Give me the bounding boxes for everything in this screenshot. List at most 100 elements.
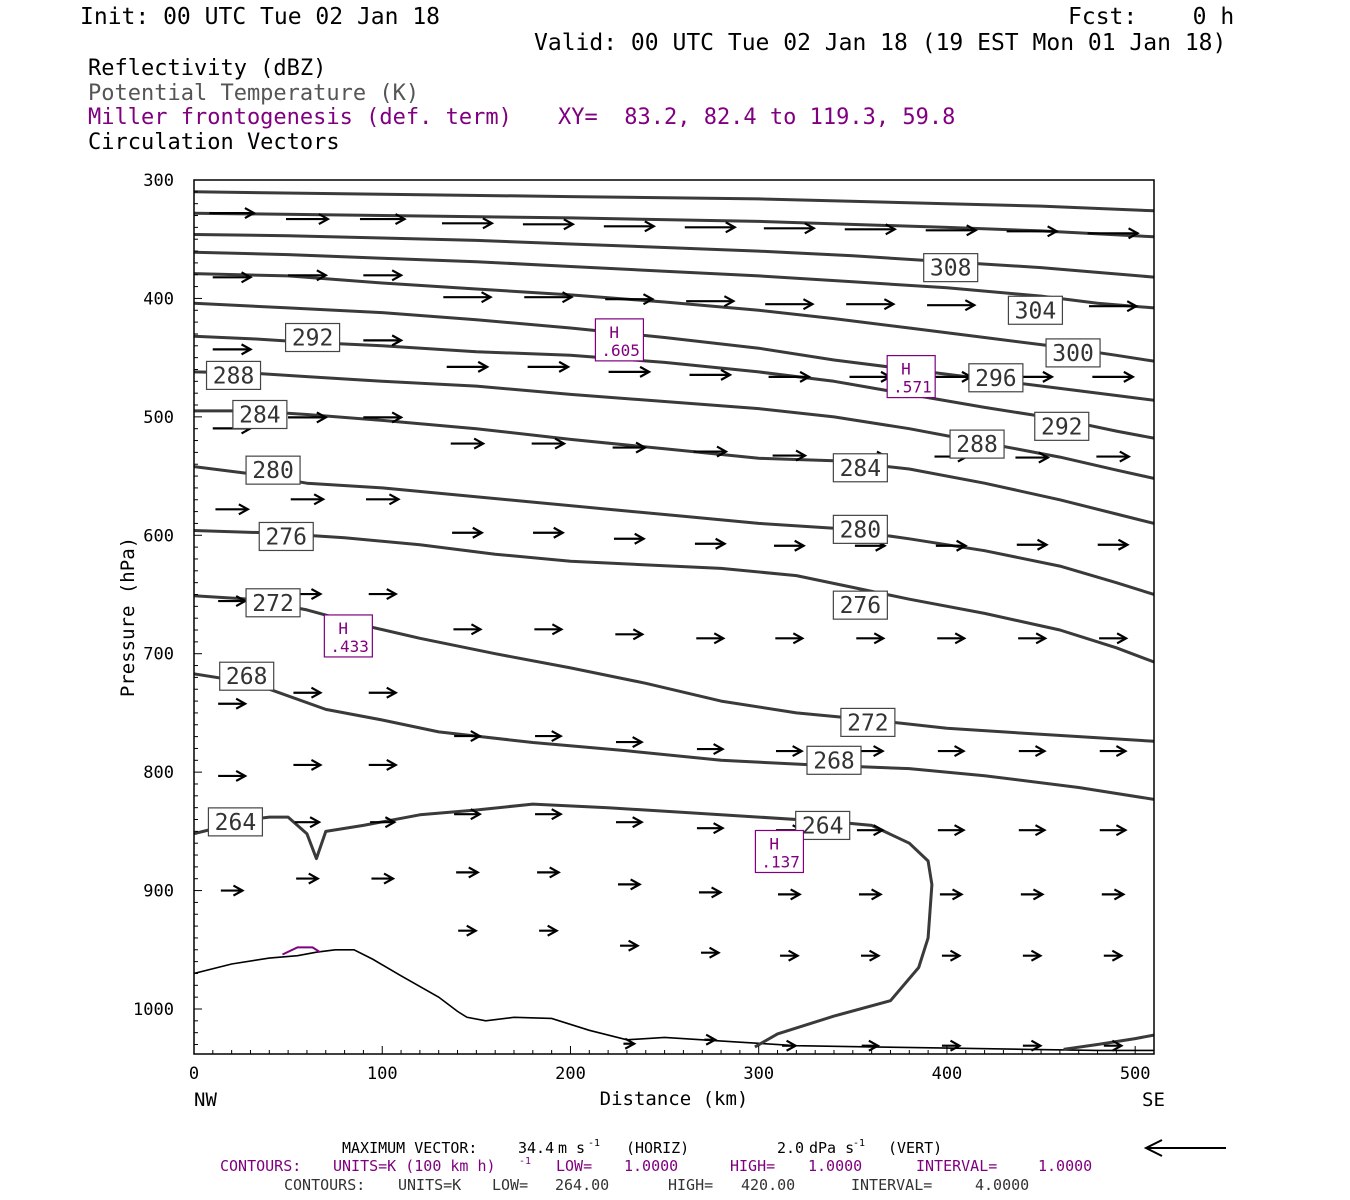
circulation-vector: [941, 949, 962, 962]
circulation-vector: [294, 816, 322, 829]
circulation-vector: [293, 758, 323, 771]
circulation-vector: [927, 299, 977, 312]
svg-text:276: 276: [840, 593, 882, 619]
circulation-vector: [860, 949, 881, 962]
field-theta-label: Potential Temperature (K): [88, 81, 420, 106]
circulation-vector: [775, 632, 805, 645]
y-tick-label: 300: [143, 171, 174, 191]
circulation-vector: [615, 816, 644, 829]
max-horizontal-units: m s: [558, 1139, 585, 1157]
circulation-vector: [368, 758, 399, 771]
theta-label-284: 284: [232, 399, 288, 430]
circulation-vector: [1096, 450, 1132, 463]
y-tick-label: 700: [143, 645, 174, 665]
circulation-vector: [363, 269, 404, 282]
theta-label-264: 264: [795, 810, 851, 841]
svg-text:276: 276: [265, 524, 307, 550]
fronto-contours-high: 1.0000: [808, 1157, 862, 1175]
svg-text:288: 288: [956, 432, 998, 458]
theta-contour-280: [194, 465, 1154, 596]
theta-label-288: 288: [205, 360, 262, 391]
fronto-high-marker: H.571: [886, 354, 936, 399]
circulation-vector: [1103, 1039, 1124, 1052]
circulation-vector: [288, 411, 329, 424]
circulation-vector: [443, 291, 493, 304]
plot-frame: [193, 179, 1155, 1055]
theta-label-288: 288: [949, 429, 1005, 459]
field-reflectivity-label: Reflectivity (dBZ): [88, 56, 327, 81]
circulation-vector: [693, 445, 729, 458]
theta-label-280: 280: [245, 455, 301, 485]
x-tick-label: 200: [555, 1064, 586, 1084]
circulation-vector: [937, 824, 966, 837]
theta-contours-high-label: HIGH=: [668, 1176, 713, 1194]
max-vector-label: MAXIMUM VECTOR:: [342, 1139, 477, 1157]
max-horizontal-units-exponent: -1: [588, 1138, 600, 1149]
svg-text:H: H: [769, 834, 779, 853]
svg-text:304: 304: [1015, 298, 1057, 324]
circulation-vector: [1103, 949, 1124, 962]
circulation-vector: [539, 924, 559, 937]
y-tick-label: 900: [143, 882, 174, 902]
circulation-vector: [686, 295, 736, 308]
reference-vector-arrow: [1143, 1139, 1226, 1157]
circulation-vector: [453, 623, 483, 636]
svg-text:300: 300: [1052, 341, 1094, 367]
circulation-vector: [1099, 632, 1129, 645]
circulation-vector: [780, 949, 800, 962]
field-vectors-label: Circulation Vectors: [88, 130, 340, 155]
svg-text:.605: .605: [601, 341, 640, 360]
max-vertical-units: dPa s: [809, 1139, 854, 1157]
circulation-vector: [704, 1033, 718, 1046]
circulation-vector: [698, 886, 723, 899]
svg-text:284: 284: [239, 402, 281, 428]
theta-label-276: 276: [832, 590, 888, 620]
theta-contour-276: [194, 529, 1154, 664]
chart-footer: MAXIMUM VECTOR: 34.4 m s -1 (HORIZ) 2.0 …: [220, 1138, 1226, 1194]
theta-contours-low: 264.00: [555, 1176, 609, 1194]
circulation-vector: [612, 441, 648, 454]
theta-label-300: 300: [1045, 338, 1101, 368]
circulation-vector: [1020, 888, 1045, 901]
fronto-high-marker: H.433: [323, 614, 373, 658]
circulation-vector: [620, 939, 640, 952]
fronto-contours-low: 1.0000: [624, 1157, 678, 1175]
x-tick-label: 300: [743, 1064, 774, 1084]
circulation-vector: [696, 822, 725, 835]
circulation-vector: [846, 298, 896, 311]
circulation-vector: [1097, 538, 1130, 551]
circulation-vector: [615, 628, 645, 641]
circulation-vector: [1099, 745, 1128, 758]
circulation-vector: [773, 539, 806, 552]
circulation-vector: [286, 213, 331, 226]
theta-label-272: 272: [245, 588, 301, 618]
theta-contours-low-label: LOW=: [492, 1176, 528, 1194]
circulation-vector: [454, 808, 483, 821]
cross-section-endpoints: XY= 83.2, 82.4 to 119.3, 59.8: [558, 105, 956, 130]
theta-label-268: 268: [219, 661, 275, 691]
theta-label-264: 264: [207, 807, 264, 837]
fronto-contours-interval: 1.0000: [1038, 1157, 1092, 1175]
svg-text:268: 268: [226, 664, 268, 690]
circulation-vector: [937, 632, 967, 645]
circulation-vector: [452, 526, 485, 539]
svg-text:308: 308: [930, 256, 972, 282]
circulation-vector: [861, 1039, 881, 1052]
y-tick-label: 800: [143, 763, 174, 783]
fronto-contours-high-label: HIGH=: [730, 1157, 775, 1175]
theta-contour-264: [1063, 1033, 1154, 1051]
circulation-vector: [941, 1039, 962, 1052]
theta-contours-interval-label: INTERVAL=: [851, 1176, 932, 1194]
circulation-vector: [689, 368, 733, 381]
circulation-vector: [772, 449, 808, 462]
circulation-vector: [456, 866, 481, 879]
circulation-vector: [1022, 949, 1043, 962]
x-tick-label: 500: [1120, 1064, 1151, 1084]
circulation-vector: [363, 334, 404, 347]
x-axis-right-end-label: SE: [1142, 1089, 1165, 1111]
svg-text:.137: .137: [761, 852, 800, 871]
circulation-vector: [778, 888, 802, 901]
circulation-vector: [1006, 225, 1059, 238]
theta-label-276: 276: [258, 521, 314, 552]
circulation-vector: [1101, 888, 1126, 901]
